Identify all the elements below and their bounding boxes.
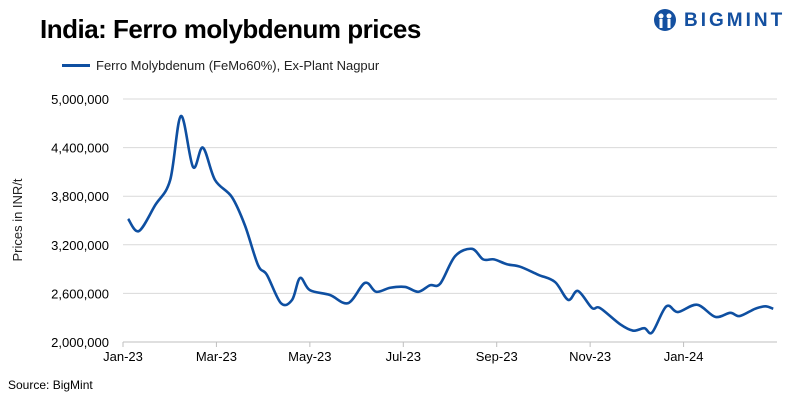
- x-tick-label: May-23: [288, 349, 331, 364]
- source-note: Source: BigMint: [8, 378, 93, 392]
- y-axis-label: Prices in INR/t: [10, 178, 25, 261]
- y-tick-label: 2,000,000: [51, 335, 109, 350]
- x-tick-label: Jan-23: [103, 349, 143, 364]
- y-tick-label: 2,600,000: [51, 286, 109, 301]
- legend-swatch: [62, 64, 90, 67]
- chart-title: India: Ferro molybdenum prices: [40, 14, 421, 44]
- y-tick-label: 5,000,000: [51, 92, 109, 107]
- x-tick-label: Jan-24: [664, 349, 704, 364]
- series-line: [127, 114, 774, 335]
- brand-name: BIGMINT: [684, 10, 786, 31]
- y-tick-label: 4,400,000: [51, 141, 109, 156]
- legend: Ferro Molybdenum (FeMo60%), Ex-Plant Nag…: [62, 58, 379, 73]
- y-tick-label: 3,800,000: [51, 189, 109, 204]
- legend-label: Ferro Molybdenum (FeMo60%), Ex-Plant Nag…: [96, 58, 380, 73]
- x-tick-label: Sep-23: [476, 349, 518, 364]
- x-tick-label: Jul-23: [386, 349, 421, 364]
- bigmint-logo-icon: [654, 9, 676, 31]
- y-tick-label: 3,200,000: [51, 238, 109, 253]
- x-tick-label: Nov-23: [569, 349, 611, 364]
- bigmint-logo: BIGMINT: [652, 8, 785, 34]
- x-tick-label: Mar-23: [196, 349, 237, 364]
